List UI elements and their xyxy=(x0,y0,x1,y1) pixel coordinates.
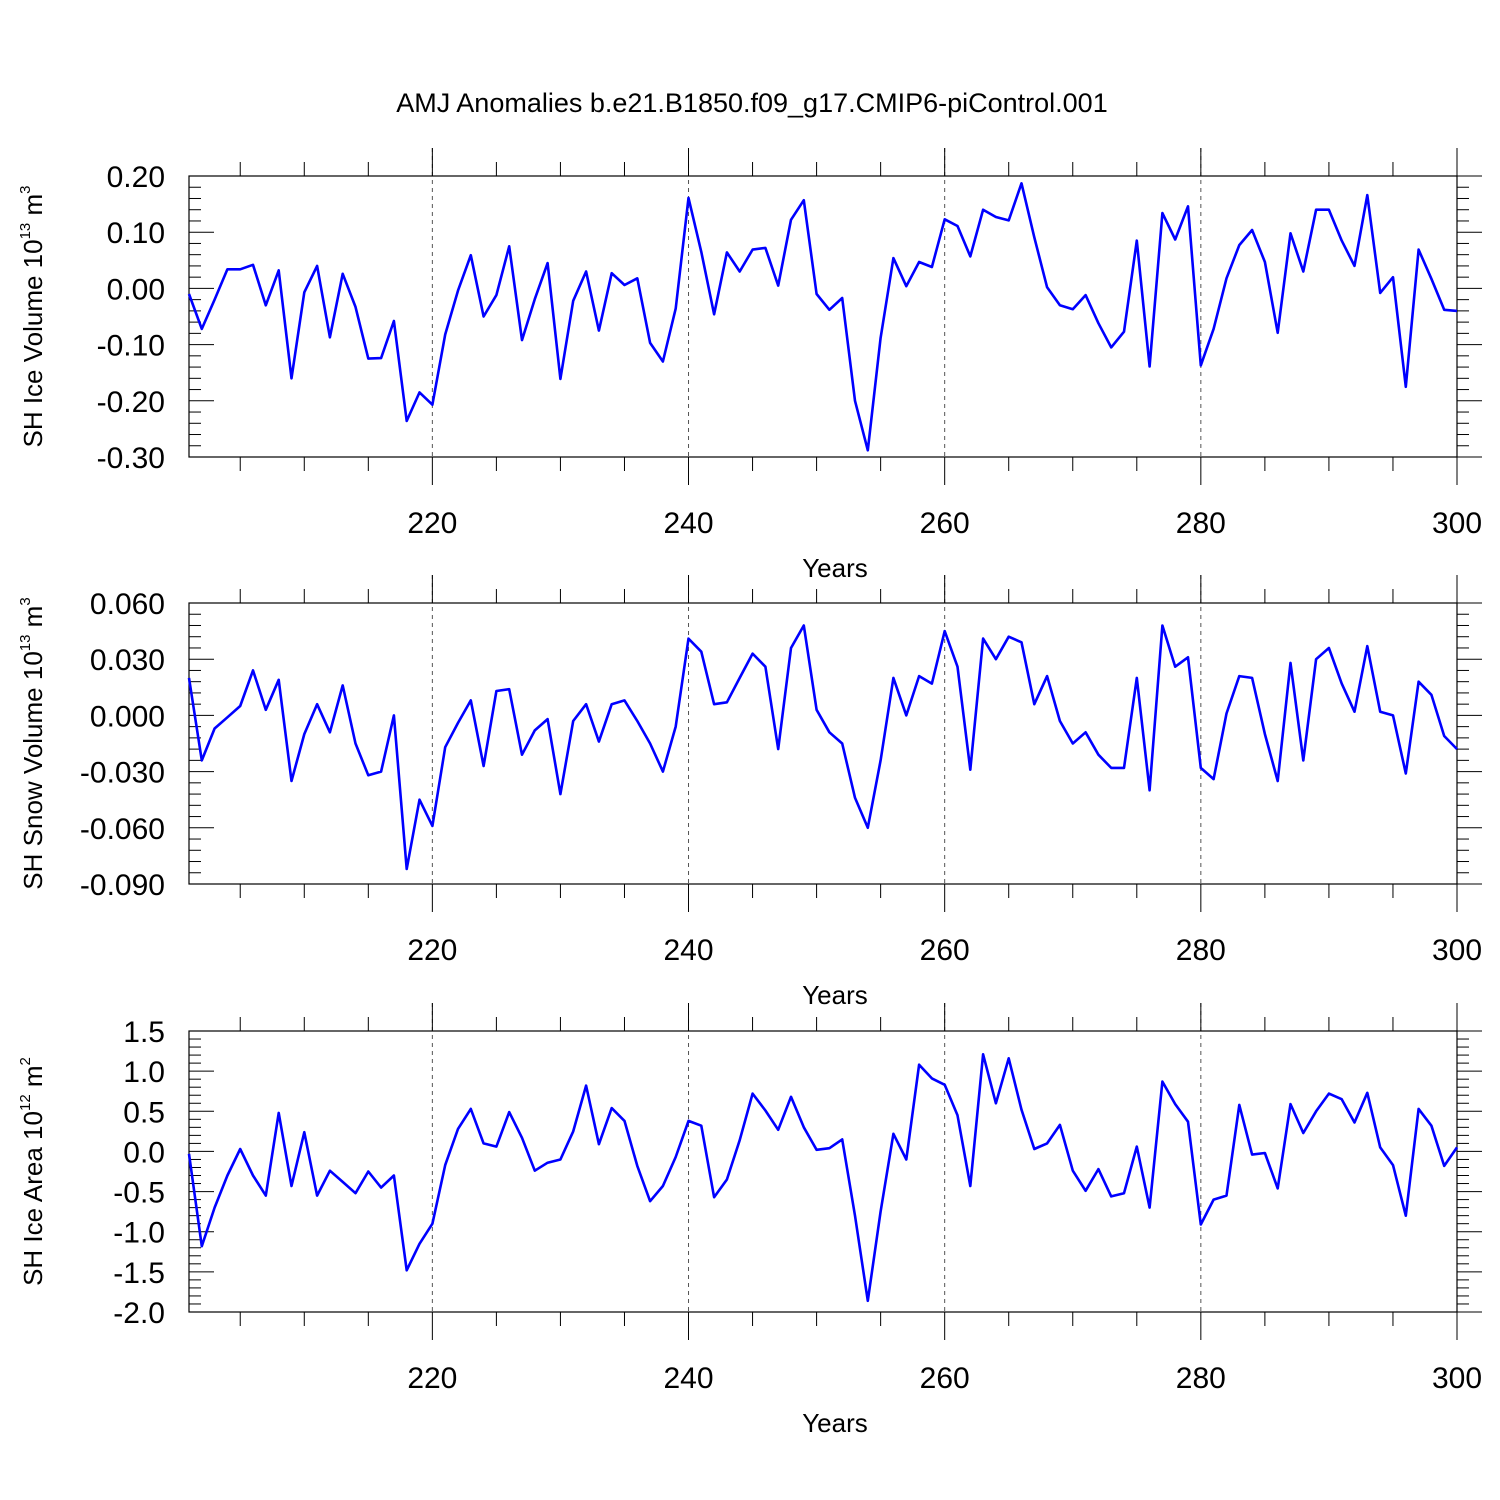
y-axis-label-unit-exponent: 3 xyxy=(17,185,34,193)
series-line-sh-ice-volume xyxy=(187,182,1458,452)
y-tick-label: 0.00 xyxy=(107,273,165,306)
y-tick-label: -0.30 xyxy=(97,442,165,475)
plot-frame xyxy=(188,1030,1458,1313)
x-tick-label: 240 xyxy=(663,507,713,540)
y-axis-label-unit: m xyxy=(18,1065,48,1094)
x-axis-label: Years xyxy=(802,980,868,1010)
y-axis-label-unit: m xyxy=(18,606,48,635)
y-axis-label-exponent: 12 xyxy=(17,1094,34,1111)
y-tick-label: 0.5 xyxy=(123,1096,165,1129)
y-axis-label-unit-exponent: 3 xyxy=(17,597,34,605)
x-axis-label: Years xyxy=(802,553,868,583)
x-tick-label: 260 xyxy=(920,934,970,967)
y-tick-label: -1.0 xyxy=(113,1217,165,1250)
y-tick-label: 0.060 xyxy=(90,588,165,621)
y-tick-label: 0.10 xyxy=(107,217,165,250)
y-axis-label-main: SH Ice Volume 10 xyxy=(18,239,48,447)
y-axis-label: SH Snow Volume 1013 m3 xyxy=(17,597,48,889)
x-tick-label: 260 xyxy=(920,507,970,540)
y-axis-label-exponent: 13 xyxy=(17,223,34,240)
plot-frame xyxy=(188,602,1458,885)
panel-2: 220 240 260 280 300 Years 0.060 0.030 0.000 -0.03… xyxy=(17,575,1482,1010)
panel-3: 220 240 260 280 300 Years 1.5 1.0 0.5 0.0 -0.5 -1.0… xyxy=(17,1003,1482,1438)
y-tick-label: -1.5 xyxy=(113,1257,165,1290)
y-tick-label: -0.10 xyxy=(97,330,165,363)
y-axis-label-main: SH Ice Area 10 xyxy=(18,1111,48,1286)
x-tick-label: 280 xyxy=(1176,1362,1226,1395)
y-tick-label: -0.20 xyxy=(97,386,165,419)
x-tick-label: 240 xyxy=(663,1362,713,1395)
y-axis-label: SH Ice Volume 1013 m3 xyxy=(17,185,48,447)
x-tick-label: 280 xyxy=(1176,934,1226,967)
chart-title: AMJ Anomalies b.e21.B1850.f09_g17.CMIP6-… xyxy=(396,88,1107,118)
y-tick-label: 0.20 xyxy=(107,161,165,194)
plot-frame xyxy=(188,175,1458,458)
y-tick-label: -0.060 xyxy=(80,813,165,846)
y-tick-label: 0.000 xyxy=(90,700,165,733)
x-tick-label: 260 xyxy=(920,1362,970,1395)
y-tick-label: 0.0 xyxy=(123,1136,165,1169)
panel-1: 220 240 260 280 300 Years 0.20 0.10 0.00 -0.10 -0.… xyxy=(17,148,1482,583)
x-tick-label: 280 xyxy=(1176,507,1226,540)
y-tick-label: 1.5 xyxy=(123,1016,165,1049)
y-axis-label-unit-exponent: 2 xyxy=(17,1057,34,1065)
x-tick-label: 220 xyxy=(407,507,457,540)
x-tick-label: 220 xyxy=(407,934,457,967)
y-tick-label: 0.030 xyxy=(90,644,165,677)
y-axis-label-main: SH Snow Volume 10 xyxy=(18,651,48,889)
x-tick-label: 300 xyxy=(1432,1362,1482,1395)
series-line-sh-snow-volume xyxy=(187,624,1458,871)
x-tick-label: 300 xyxy=(1432,507,1482,540)
y-tick-label: -0.090 xyxy=(80,869,165,902)
y-tick-label: -2.0 xyxy=(113,1297,165,1330)
y-tick-label: -0.030 xyxy=(80,757,165,790)
y-tick-label: -0.5 xyxy=(113,1177,165,1210)
x-tick-label: 300 xyxy=(1432,934,1482,967)
y-tick-label: 1.0 xyxy=(123,1056,165,1089)
y-axis-label-unit: m xyxy=(18,194,48,223)
x-tick-label: 240 xyxy=(663,934,713,967)
y-axis-label-exponent: 13 xyxy=(17,635,34,652)
series-line-sh-ice-area xyxy=(187,1053,1459,1303)
x-tick-label: 220 xyxy=(407,1362,457,1395)
y-axis-label: SH Ice Area 1012 m2 xyxy=(17,1057,48,1286)
x-axis-label: Years xyxy=(802,1408,868,1438)
